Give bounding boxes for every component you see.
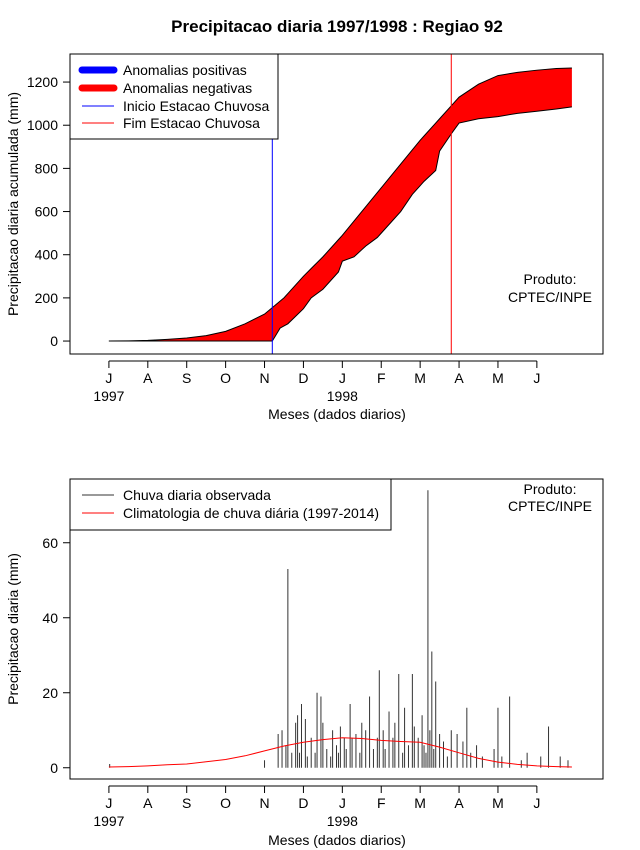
annotation-bottom-line2: CPTEC/INPE	[508, 498, 592, 514]
x-tick-label-bottom: O	[220, 795, 231, 811]
x-tick-label-bottom: A	[454, 795, 464, 811]
x-tick-label-bottom: S	[182, 795, 191, 811]
x-axis-bottom: J A S O N D J F M A M J 1997 1998	[93, 785, 540, 829]
annotation-top-line1: Produto:	[524, 271, 577, 287]
y-tick-label-top: 1200	[27, 74, 58, 90]
observed-cumulative-line	[108, 106, 572, 342]
daily-chart: 0 20 40 60 J A S O N D J F M A M J 1997 1998 Precipitaca…	[5, 478, 604, 848]
year-label-top: 1998	[327, 388, 358, 404]
x-tick-label-top: N	[259, 370, 269, 386]
year-label-bottom: 1998	[327, 813, 358, 829]
legend-label-inicio: Inicio Estacao Chuvosa	[123, 98, 270, 114]
legend-label-observada: Chuva diaria observada	[123, 487, 271, 503]
cumulative-chart: 0 200 400 600 800 1000 1200 J A S O N D J F M A M J 1997 19…	[5, 53, 604, 422]
legend-label-positivas: Anomalias positivas	[123, 62, 247, 78]
x-tick-label-top: F	[377, 370, 386, 386]
legend-top: Anomalias positivas Anomalias negativas …	[69, 53, 279, 140]
x-tick-label-bottom: J	[339, 795, 346, 811]
xlabel-top: Meses (dados diarios)	[268, 406, 406, 422]
ylabel-bottom: Precipitacao diaria (mm)	[5, 553, 21, 705]
y-tick-label-top: 400	[35, 247, 59, 263]
y-tick-label-top: 800	[35, 160, 59, 176]
cumulative-lines	[108, 67, 572, 342]
y-tick-label-top: 0	[50, 333, 58, 349]
x-tick-label-top: M	[414, 370, 426, 386]
xlabel-bottom: Meses (dados diarios)	[268, 832, 406, 848]
legend-label-climatologia: Climatologia de chuva diária (1997-2014)	[123, 505, 379, 521]
x-tick-label-top: M	[492, 370, 504, 386]
legend-bottom: Chuva diaria observada Climatologia de c…	[69, 478, 392, 531]
annotation-top-line2: CPTEC/INPE	[508, 289, 592, 305]
negative-anomaly-fill	[108, 68, 572, 342]
climatology-cumulative-line	[108, 67, 572, 342]
x-tick-label-top: D	[298, 370, 308, 386]
x-tick-label-top: A	[143, 370, 153, 386]
daily-rain-bars	[109, 490, 569, 768]
ylabel-top: Precipitacao diaria acumulada (mm)	[5, 92, 21, 316]
x-tick-label-bottom: J	[105, 795, 112, 811]
chart-title: Precipitacao diaria 1997/1998 : Regiao 9…	[171, 17, 503, 36]
x-tick-label-bottom: J	[533, 795, 540, 811]
x-tick-label-bottom: M	[414, 795, 426, 811]
y-tick-label-bottom: 20	[42, 685, 58, 701]
y-tick-label-top: 600	[35, 204, 59, 220]
annotation-bottom-line1: Produto:	[524, 481, 577, 497]
x-tick-label-top: A	[454, 370, 464, 386]
year-label-top: 1997	[93, 388, 124, 404]
x-axis-top: J A S O N D J F M A M J 1997 1998	[93, 360, 540, 404]
y-tick-label-top: 200	[35, 290, 59, 306]
y-tick-label-bottom: 60	[42, 535, 58, 551]
y-tick-label-top: 1000	[27, 117, 58, 133]
climatology-line	[108, 737, 572, 768]
x-tick-label-bottom: A	[143, 795, 153, 811]
y-axis-top: 0 200 400 600 800 1000 1200	[27, 74, 70, 349]
x-tick-label-top: O	[220, 370, 231, 386]
legend-label-fim: Fim Estacao Chuvosa	[123, 115, 260, 131]
plot-frame-top	[69, 53, 604, 355]
anomaly-area-negativa	[108, 68, 572, 342]
x-tick-label-top: J	[105, 370, 112, 386]
y-tick-label-bottom: 0	[50, 760, 58, 776]
y-tick-label-bottom: 40	[42, 610, 58, 626]
x-tick-label-bottom: F	[377, 795, 386, 811]
x-tick-label-bottom: M	[492, 795, 504, 811]
x-tick-label-bottom: N	[259, 795, 269, 811]
y-axis-bottom: 0 20 40 60	[42, 535, 70, 776]
legend-box-bottom	[69, 478, 392, 531]
x-tick-label-top: J	[339, 370, 346, 386]
x-tick-label-top: S	[182, 370, 191, 386]
legend-label-negativas: Anomalias negativas	[123, 80, 252, 96]
x-tick-label-top: J	[533, 370, 540, 386]
year-label-bottom: 1997	[93, 813, 124, 829]
x-tick-label-bottom: D	[298, 795, 308, 811]
